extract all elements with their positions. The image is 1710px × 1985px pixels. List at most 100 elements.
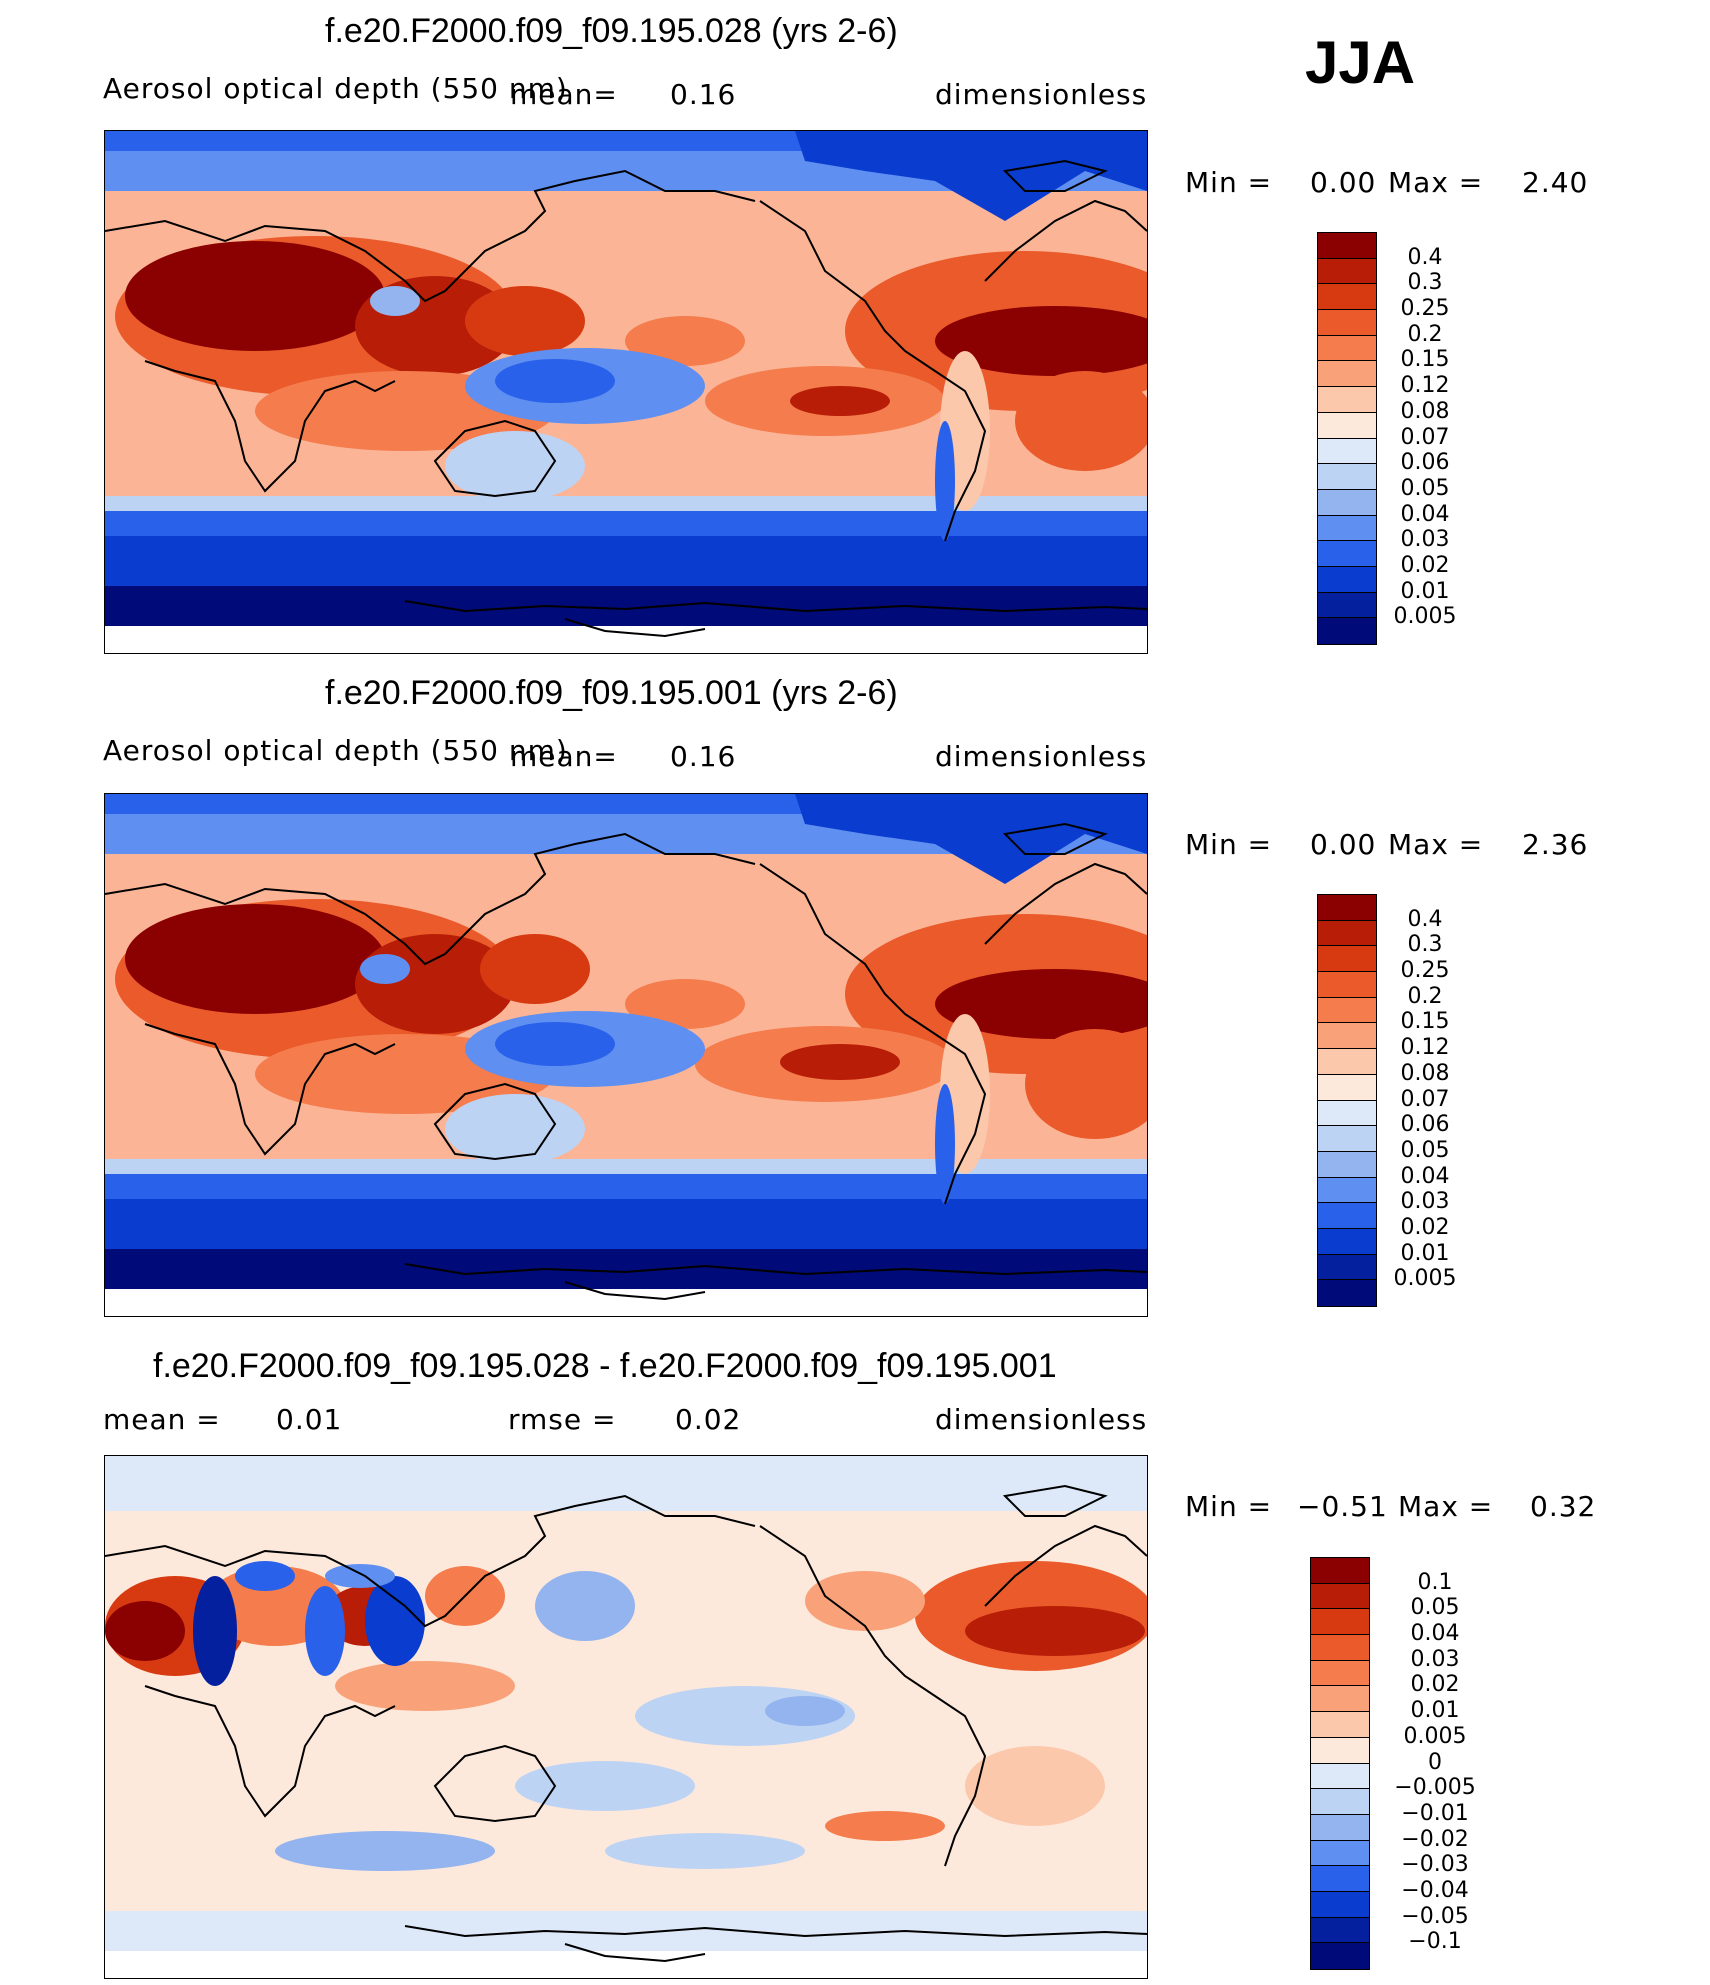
colorbar-tick-label: 0.02	[1400, 1214, 1450, 1240]
colorbar-segment	[1318, 515, 1376, 542]
panel3-rmse-label: rmse =	[508, 1403, 617, 1436]
panel2-mean-label: mean=	[510, 740, 618, 773]
colorbar-tick-label: 0.005	[1403, 1723, 1467, 1749]
colorbar-tick-label: −0.04	[1401, 1877, 1469, 1903]
colorbar-tick-label: 0.07	[1400, 424, 1450, 450]
panel2-colorbar	[1317, 894, 1377, 1307]
colorbar-tick-label: 0.04	[1400, 501, 1450, 527]
colorbar-segment	[1318, 566, 1376, 593]
colorbar-segment	[1318, 464, 1376, 490]
colorbar-segment	[1318, 1177, 1376, 1204]
colorbar-tick-label: 0.1	[1417, 1569, 1453, 1595]
colorbar-segment	[1318, 972, 1376, 998]
panel3-max-value: 0.32	[1530, 1490, 1597, 1523]
colorbar-tick-label: 0.06	[1400, 1112, 1450, 1138]
panel2-units: dimensionless	[935, 740, 1148, 773]
colorbar-tick-label: 0.4	[1407, 244, 1443, 270]
colorbar-segment	[1318, 1074, 1376, 1101]
colorbar-segment	[1318, 1228, 1376, 1255]
colorbar-tick-label: −0.01	[1401, 1800, 1469, 1826]
panel1-title: f.e20.F2000.f09_f09.195.028 (yrs 2-6)	[325, 12, 898, 50]
colorbar-segment	[1318, 335, 1376, 362]
colorbar-tick-label: −0.02	[1401, 1826, 1469, 1852]
panel1-variable: Aerosol optical depth (550 nm)	[103, 72, 568, 105]
colorbar-tick-label: −0.005	[1394, 1775, 1476, 1801]
panel3-units: dimensionless	[935, 1403, 1148, 1436]
colorbar-segment	[1318, 310, 1376, 336]
panel2-title: f.e20.F2000.f09_f09.195.001 (yrs 2-6)	[325, 674, 898, 712]
colorbar-segment	[1318, 258, 1376, 285]
colorbar-tick-label: 0.15	[1400, 347, 1450, 373]
colorbar-segment	[1311, 1943, 1369, 1969]
panel3-map	[104, 1455, 1148, 1979]
panel1-colorbar-labels: 0.4 0.3 0.25 0.2 0.15 0.12 0.08 0.07 0.06 0.05 0.0…	[1385, 232, 1465, 643]
panel3-max-label: Max =	[1398, 1490, 1494, 1523]
colorbar-segment	[1318, 997, 1376, 1024]
colorbar-segment	[1318, 895, 1376, 921]
colorbar-segment	[1318, 920, 1376, 947]
season-label: JJA	[1305, 29, 1416, 96]
colorbar-segment	[1318, 387, 1376, 413]
colorbar-segment	[1318, 1203, 1376, 1229]
colorbar-tick-label: 0.2	[1407, 983, 1443, 1009]
colorbar-segment	[1318, 541, 1376, 567]
colorbar-segment	[1311, 1917, 1369, 1944]
panel1-mean-label: mean=	[510, 78, 618, 111]
panel2-max-label: Max =	[1388, 828, 1484, 861]
colorbar-tick-label: 0	[1428, 1749, 1442, 1775]
panel1-units: dimensionless	[935, 78, 1148, 111]
panel3-mean-value: 0.01	[276, 1403, 343, 1436]
colorbar-tick-label: 0.15	[1400, 1009, 1450, 1035]
panel2-mean-value: 0.16	[670, 740, 737, 773]
colorbar-segment	[1311, 1609, 1369, 1636]
panel1-max-value: 2.40	[1522, 166, 1589, 199]
colorbar-segment	[1318, 1023, 1376, 1050]
colorbar-segment	[1318, 592, 1376, 619]
panel1-map	[104, 130, 1148, 654]
colorbar-segment	[1318, 618, 1376, 644]
panel3-mean-label: mean =	[103, 1403, 221, 1436]
panel2-map	[104, 793, 1148, 1317]
panel3-colorbar-labels: 0.1 0.05 0.04 0.03 0.02 0.01 0.005 0 −0.005 −0.01…	[1385, 1557, 1485, 1968]
colorbar-segment	[1311, 1866, 1369, 1892]
colorbar-segment	[1311, 1583, 1369, 1610]
panel2-min-label: Min =	[1185, 828, 1273, 861]
colorbar-tick-label: 0.3	[1407, 932, 1443, 958]
colorbar-tick-label: 0.08	[1400, 398, 1450, 424]
colorbar-segment	[1318, 361, 1376, 388]
colorbar-segment	[1318, 1254, 1376, 1281]
panel1-min-label: Min =	[1185, 166, 1273, 199]
colorbar-segment	[1318, 1049, 1376, 1075]
colorbar-segment	[1311, 1635, 1369, 1661]
colorbar-tick-label: 0.04	[1400, 1163, 1450, 1189]
colorbar-segment	[1311, 1558, 1369, 1584]
colorbar-tick-label: −0.03	[1401, 1852, 1469, 1878]
colorbar-segment	[1311, 1737, 1369, 1764]
colorbar-segment	[1311, 1763, 1369, 1790]
colorbar-tick-label: 0.01	[1410, 1698, 1460, 1724]
colorbar-segment	[1311, 1891, 1369, 1918]
colorbar-tick-label: 0.4	[1407, 906, 1443, 932]
colorbar-tick-label: 0.01	[1400, 1240, 1450, 1266]
colorbar-tick-label: 0.2	[1407, 321, 1443, 347]
colorbar-tick-label: 0.3	[1407, 270, 1443, 296]
colorbar-tick-label: 0.005	[1393, 604, 1457, 630]
colorbar-segment	[1311, 1660, 1369, 1687]
colorbar-segment	[1318, 1280, 1376, 1306]
colorbar-segment	[1318, 1100, 1376, 1127]
colorbar-segment	[1318, 438, 1376, 465]
colorbar-tick-label: 0.12	[1400, 373, 1450, 399]
colorbar-segment	[1318, 946, 1376, 973]
panel2-variable: Aerosol optical depth (550 nm)	[103, 734, 568, 767]
colorbar-tick-label: −0.1	[1408, 1929, 1462, 1955]
colorbar-tick-label: −0.05	[1401, 1903, 1469, 1929]
colorbar-segment	[1311, 1712, 1369, 1738]
colorbar-segment	[1311, 1840, 1369, 1867]
colorbar-tick-label: 0.02	[1410, 1672, 1460, 1698]
panel2-min-value: 0.00	[1310, 828, 1377, 861]
colorbar-segment	[1318, 1151, 1376, 1178]
panel3-colorbar	[1310, 1557, 1370, 1970]
panel2-max-value: 2.36	[1522, 828, 1589, 861]
panel1-max-label: Max =	[1388, 166, 1484, 199]
colorbar-segment	[1318, 233, 1376, 259]
